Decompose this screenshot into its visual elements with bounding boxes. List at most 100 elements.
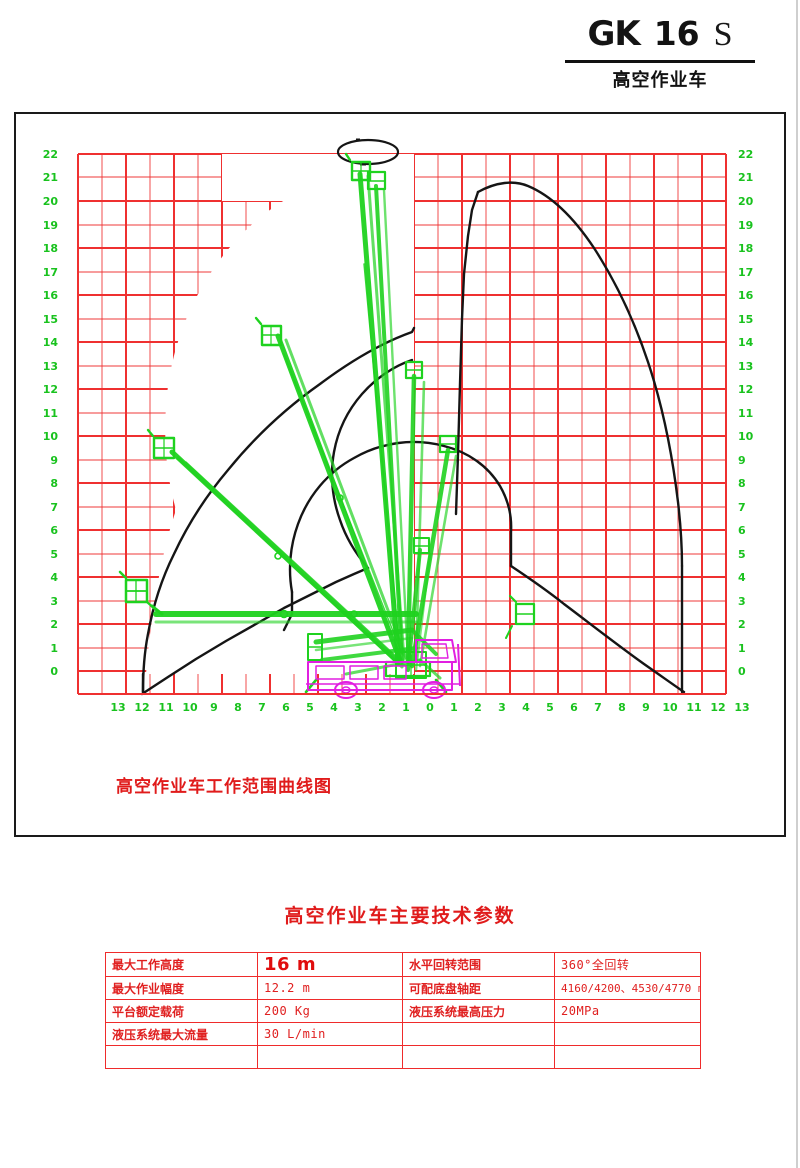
y-tick-left-4: 4 (50, 571, 58, 584)
spec-label-max-working-radius: 最大作业幅度 (105, 976, 258, 1000)
table-row: 平台额定载荷 200 Kg 液压系统最高压力 20MPa (105, 999, 701, 1023)
envelope-interior-mask (146, 160, 414, 674)
y-tick-right-8: 8 (738, 477, 746, 490)
x-tick-right-5: 5 (546, 701, 554, 714)
spec-label-max-working-height: 最大工作高度 (105, 952, 258, 977)
y-tick-left-2: 2 (50, 618, 58, 631)
y-tick-right-4: 4 (738, 571, 746, 584)
y-tick-right-7: 7 (738, 501, 746, 514)
spec-value-hydraulic-pressure: 20MPa (554, 999, 701, 1023)
y-tick-left-5: 5 (50, 548, 58, 561)
envelope-inner-lower (509, 564, 686, 694)
x-tick-right-7: 7 (594, 701, 602, 714)
header-divider (565, 60, 755, 63)
x-tick-right-11: 11 (686, 701, 702, 714)
y-tick-left-12: 12 (42, 383, 58, 396)
x-tick-left-11: 11 (158, 701, 174, 714)
y-tick-left-15: 15 (42, 313, 58, 326)
y-tick-right-21: 21 (738, 171, 754, 184)
diagram-caption: 高空作业车工作范围曲线图 (116, 777, 332, 797)
y-tick-left-16: 16 (42, 289, 58, 302)
table-row: 液压系统最大流量 30 L/min (105, 1022, 701, 1046)
work-basket-3 (254, 316, 283, 347)
y-tick-right-6: 6 (738, 524, 746, 537)
model-number: 16 (653, 14, 700, 53)
x-tick-left-4: 4 (330, 701, 338, 714)
y-tick-left-7: 7 (50, 501, 58, 514)
y-tick-right-11: 11 (738, 407, 754, 420)
y-tick-left-10: 10 (42, 430, 58, 443)
boom-arm-2 (366, 170, 410, 664)
spec-label-platform-load: 平台额定载荷 (105, 999, 258, 1023)
spec-value-empty-3 (554, 1045, 701, 1069)
working-range-chart (77, 138, 727, 699)
spec-table-title: 高空作业车主要技术参数 (284, 905, 516, 927)
y-tick-right-12: 12 (738, 383, 754, 396)
y-tick-left-0: 0 (50, 665, 58, 678)
spec-label-chassis-wheelbase: 可配底盘轴距 (402, 976, 555, 1000)
x-tick-right-10: 10 (662, 701, 678, 714)
spec-value-platform-load: 200 Kg (257, 999, 403, 1023)
x-tick-left-8: 8 (234, 701, 242, 714)
work-basket-6 (438, 434, 458, 454)
x-tick-right-8: 8 (618, 701, 626, 714)
x-tick-left-9: 9 (210, 701, 218, 714)
x-tick-left-6: 6 (282, 701, 290, 714)
spec-value-hydraulic-flow: 30 L/min (257, 1022, 403, 1046)
y-tick-left-3: 3 (50, 595, 58, 608)
y-tick-left-14: 14 (42, 336, 58, 349)
y-tick-left-22: 22 (42, 148, 58, 161)
x-tick-right-4: 4 (522, 701, 530, 714)
envelope-right-arc (476, 181, 684, 568)
work-basket-5 (404, 360, 424, 380)
y-tick-left-20: 20 (42, 195, 58, 208)
x-tick-right-2: 2 (474, 701, 482, 714)
y-tick-left-13: 13 (42, 360, 58, 373)
y-tick-right-15: 15 (738, 313, 754, 326)
y-tick-right-14: 14 (738, 336, 754, 349)
y-tick-left-19: 19 (42, 219, 58, 232)
x-tick-right-13: 13 (734, 701, 750, 714)
work-basket-4 (146, 428, 176, 460)
spec-value-rotation-range: 360°全回转 (554, 952, 701, 977)
boom-arm-group (118, 152, 536, 694)
working-range-diagram-frame: 22 21 20 19 18 17 16 15 14 13 12 11 10 9… (14, 112, 786, 837)
envelope-left-inner-arc (330, 358, 414, 570)
y-tick-left-9: 9 (50, 454, 58, 467)
spec-value-empty-1 (554, 1022, 701, 1046)
y-tick-right-3: 3 (738, 595, 746, 608)
x-tick-left-5: 5 (306, 701, 314, 714)
model-suffix: S (713, 16, 733, 53)
x-tick-left-1: 1 (402, 701, 410, 714)
y-tick-right-17: 17 (738, 266, 754, 279)
y-tick-right-20: 20 (738, 195, 754, 208)
x-tick-right-12: 12 (710, 701, 726, 714)
spec-value-chassis-wheelbase: 4160/4200、4530/4770 mm (554, 976, 701, 1000)
y-tick-left-6: 6 (50, 524, 58, 537)
x-tick-left-3: 3 (354, 701, 362, 714)
table-row: 最大工作高度 16 m 水平回转范围 360°全回转 (105, 952, 701, 977)
x-tick-left-7: 7 (258, 701, 266, 714)
y-tick-left-8: 8 (50, 477, 58, 490)
x-tick-right-1: 1 (450, 701, 458, 714)
spec-label-empty-3 (402, 1045, 555, 1069)
spec-label-empty-1 (402, 1022, 555, 1046)
work-basket-7 (412, 536, 431, 555)
spec-value-empty-2 (257, 1045, 403, 1069)
page-edge-rule (796, 0, 798, 1168)
boom-arm-3 (254, 316, 408, 663)
spec-label-empty-2 (105, 1045, 258, 1069)
y-tick-left-21: 21 (42, 171, 58, 184)
y-tick-right-16: 16 (738, 289, 754, 302)
axis-ticks (77, 154, 727, 695)
table-row (105, 1045, 701, 1069)
y-tick-right-22: 22 (738, 148, 754, 161)
work-basket-8 (118, 570, 158, 612)
x-tick-center-0: 0 (426, 701, 434, 714)
x-tick-left-10: 10 (182, 701, 198, 714)
y-tick-right-0: 0 (738, 665, 746, 678)
x-tick-left-13: 13 (110, 701, 126, 714)
y-tick-left-11: 11 (42, 407, 58, 420)
spec-label-rotation-range: 水平回转范围 (402, 952, 555, 977)
envelope-inner-arc (288, 440, 513, 594)
